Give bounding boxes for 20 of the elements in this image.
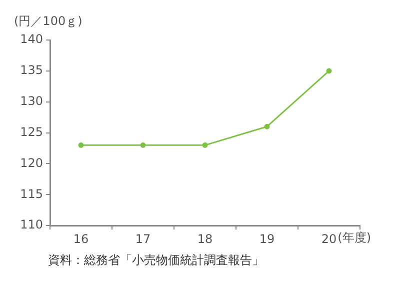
point <box>202 142 208 148</box>
y-tick-label: 120 <box>20 156 43 170</box>
y-tick-label: 125 <box>20 124 43 139</box>
x-tick-label: 18 <box>197 232 213 246</box>
y-tick-label: 110 <box>20 218 43 232</box>
x-axis-title: (年度) <box>338 230 372 245</box>
y-tick-label: 135 <box>20 63 43 78</box>
x-tick-label: 16 <box>73 232 89 246</box>
point <box>264 124 270 130</box>
text: 資料：総務省「小売物価統計調査報告」 <box>48 252 264 269</box>
y-tick-label: 140 <box>20 32 43 46</box>
y-axis-title: (円／100ｇ) <box>14 14 82 28</box>
y-tick-label: 115 <box>20 186 43 201</box>
point <box>326 68 332 74</box>
x-tick-label: 17 <box>135 232 151 246</box>
point <box>78 142 84 148</box>
x-tick-label: 19 <box>259 232 275 246</box>
x-tick-label: 20 <box>321 232 337 246</box>
y-tick-label: 130 <box>20 94 43 108</box>
point <box>140 142 146 148</box>
